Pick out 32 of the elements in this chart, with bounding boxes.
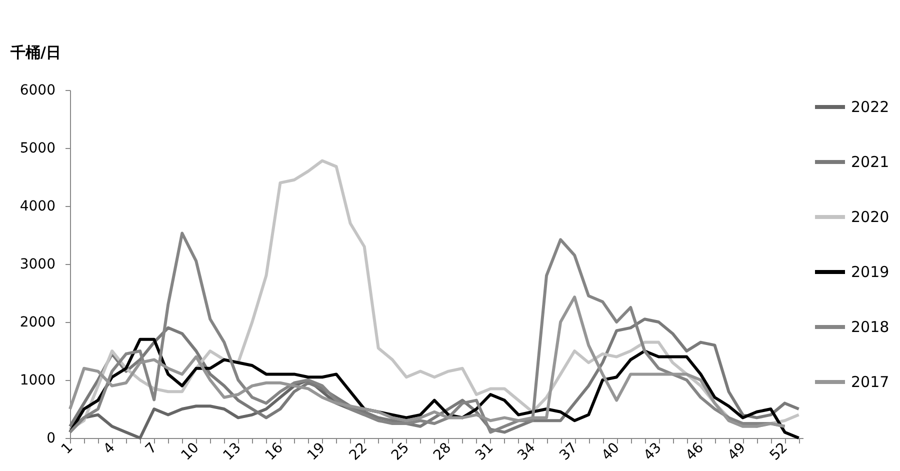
legend-label: 2018 xyxy=(851,318,890,336)
y-tick-label: 3000 xyxy=(20,256,56,272)
x-tick-label: 1 xyxy=(58,440,76,458)
x-tick-label: 31 xyxy=(472,440,497,464)
x-tick-label: 52 xyxy=(767,440,791,464)
legend-label: 2019 xyxy=(851,263,890,281)
x-tick-label: 7 xyxy=(142,440,160,458)
y-tick-label: 1000 xyxy=(20,372,56,388)
x-tick-label: 34 xyxy=(514,440,539,464)
legend-label: 2022 xyxy=(851,98,890,116)
x-tick-label: 43 xyxy=(640,440,665,464)
x-tick-label: 16 xyxy=(262,440,286,464)
y-tick-label: 5000 xyxy=(20,140,56,156)
x-tick-label: 13 xyxy=(220,440,244,464)
legend-label: 2021 xyxy=(851,153,890,171)
legend-label: 2017 xyxy=(851,373,890,391)
y-tick-label: 2000 xyxy=(20,314,56,330)
y-tick-label: 0 xyxy=(46,430,56,446)
x-tick-label: 25 xyxy=(388,440,413,464)
x-tick-label: 19 xyxy=(304,440,328,464)
x-tick-label: 37 xyxy=(556,440,581,464)
x-tick-label: 40 xyxy=(598,440,623,464)
x-tick-label: 49 xyxy=(724,440,749,464)
y-axis-title: 千桶/日 xyxy=(10,44,61,62)
x-tick-label: 28 xyxy=(430,440,455,464)
x-tick-label: 10 xyxy=(178,440,202,464)
legend-label: 2020 xyxy=(851,208,890,226)
y-tick-label: 6000 xyxy=(20,82,56,98)
y-tick-label: 4000 xyxy=(20,198,56,214)
x-tick-label: 4 xyxy=(100,440,118,458)
x-tick-label: 46 xyxy=(682,440,707,464)
x-tick-label: 22 xyxy=(346,440,370,464)
